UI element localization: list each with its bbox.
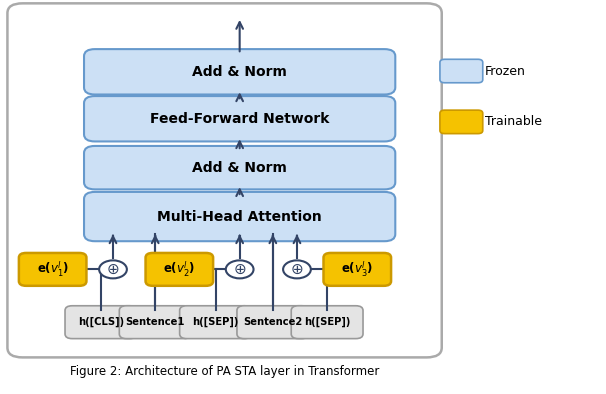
Text: h([SEP]): h([SEP]) — [192, 317, 239, 327]
FancyBboxPatch shape — [291, 306, 363, 338]
Text: Frozen: Frozen — [485, 65, 526, 78]
Text: $\oplus$: $\oplus$ — [290, 262, 304, 277]
Text: Trainable: Trainable — [485, 115, 542, 128]
FancyBboxPatch shape — [84, 96, 395, 141]
FancyBboxPatch shape — [324, 253, 391, 286]
FancyBboxPatch shape — [84, 192, 395, 241]
FancyBboxPatch shape — [7, 3, 442, 357]
FancyBboxPatch shape — [440, 110, 483, 134]
FancyBboxPatch shape — [84, 49, 395, 95]
Text: e($v_3^l$): e($v_3^l$) — [341, 260, 373, 279]
Text: Add & Norm: Add & Norm — [192, 161, 287, 175]
FancyBboxPatch shape — [145, 253, 213, 286]
Circle shape — [283, 260, 311, 279]
FancyBboxPatch shape — [440, 59, 483, 83]
Text: e($v_1^l$): e($v_1^l$) — [36, 260, 69, 279]
Circle shape — [226, 260, 253, 279]
Text: Add & Norm: Add & Norm — [192, 65, 287, 79]
Text: h([CLS]): h([CLS]) — [78, 317, 124, 327]
FancyBboxPatch shape — [119, 306, 191, 338]
Text: Figure 2: Architecture of PA STA layer in Transformer: Figure 2: Architecture of PA STA layer i… — [70, 364, 379, 377]
FancyBboxPatch shape — [84, 146, 395, 190]
FancyBboxPatch shape — [237, 306, 308, 338]
Text: Multi-Head Attention: Multi-Head Attention — [158, 210, 322, 223]
Text: $\oplus$: $\oplus$ — [106, 262, 119, 277]
Text: $\oplus$: $\oplus$ — [233, 262, 247, 277]
Text: Sentence1: Sentence1 — [125, 317, 185, 327]
Text: h([SEP]): h([SEP]) — [304, 317, 350, 327]
FancyBboxPatch shape — [65, 306, 137, 338]
FancyBboxPatch shape — [179, 306, 251, 338]
Circle shape — [99, 260, 127, 279]
FancyBboxPatch shape — [19, 253, 87, 286]
Text: Sentence2: Sentence2 — [243, 317, 302, 327]
Text: e($v_2^l$): e($v_2^l$) — [163, 260, 196, 279]
Text: Feed-Forward Network: Feed-Forward Network — [150, 112, 329, 126]
